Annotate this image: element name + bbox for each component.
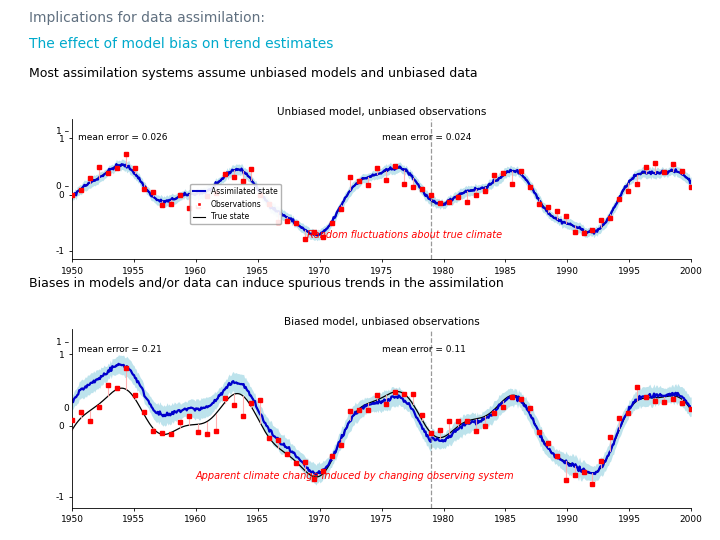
- True state: [68, 195, 76, 201]
- Observations: [427, 192, 436, 198]
- Assimilated state: [350, 183, 359, 189]
- Observations: [158, 201, 166, 208]
- Assimilated state: [483, 184, 492, 191]
- Text: mean error = 0.024: mean error = 0.024: [382, 133, 471, 142]
- True state: [435, 201, 444, 207]
- Title: Biased model, unbiased observations: Biased model, unbiased observations: [284, 317, 480, 327]
- Observations: [615, 195, 624, 202]
- Line: True state: True state: [72, 165, 691, 235]
- Assimilated state: [179, 191, 187, 198]
- Observations: [68, 191, 76, 198]
- Legend: Assimilated state, Observations, True state: Assimilated state, Observations, True st…: [190, 184, 281, 225]
- Assimilated state: [435, 200, 444, 206]
- Observations: [220, 171, 229, 178]
- True state: [228, 167, 237, 174]
- Text: Biases in models and/or data can induce spurious trends in the assimilation: Biases in models and/or data can induce …: [29, 278, 503, 291]
- Text: 0: 0: [63, 404, 69, 413]
- Observations: [346, 174, 354, 180]
- Text: mean error = 0.026: mean error = 0.026: [78, 133, 168, 142]
- True state: [117, 162, 126, 168]
- Text: Implications for data assimilation:: Implications for data assimilation:: [29, 11, 265, 25]
- Text: mean error = 0.21: mean error = 0.21: [78, 346, 162, 354]
- True state: [312, 232, 320, 238]
- Text: Most assimilation systems assume unbiased models and unbiased data: Most assimilation systems assume unbiase…: [29, 66, 477, 80]
- Assimilated state: [536, 198, 544, 205]
- Observations: [687, 184, 696, 191]
- True state: [483, 183, 492, 190]
- Text: The effect of model bias on trend estimates: The effect of model bias on trend estima…: [29, 37, 333, 51]
- Assimilated state: [228, 166, 237, 173]
- Observations: [301, 235, 310, 242]
- Assimilated state: [112, 161, 121, 167]
- Text: Random fluctuations about true climate: Random fluctuations about true climate: [307, 230, 503, 240]
- Observations: [122, 151, 130, 158]
- True state: [179, 192, 187, 199]
- Text: Apparent climate change induced by changing observing system: Apparent climate change induced by chang…: [196, 471, 515, 481]
- Text: 0 –: 0 –: [55, 183, 69, 191]
- Text: 1 –: 1 –: [55, 127, 69, 136]
- True state: [350, 183, 359, 189]
- True state: [687, 179, 696, 186]
- Text: mean error = 0.11: mean error = 0.11: [382, 346, 465, 354]
- Observations: [265, 201, 274, 207]
- Text: 1 –: 1 –: [55, 338, 69, 347]
- Line: Assimilated state: Assimilated state: [72, 164, 691, 235]
- Assimilated state: [687, 178, 696, 185]
- Line: Observations: Observations: [70, 152, 693, 241]
- Title: Unbiased model, unbiased observations: Unbiased model, unbiased observations: [277, 106, 486, 117]
- Assimilated state: [68, 194, 76, 201]
- Assimilated state: [312, 232, 321, 239]
- True state: [536, 199, 544, 205]
